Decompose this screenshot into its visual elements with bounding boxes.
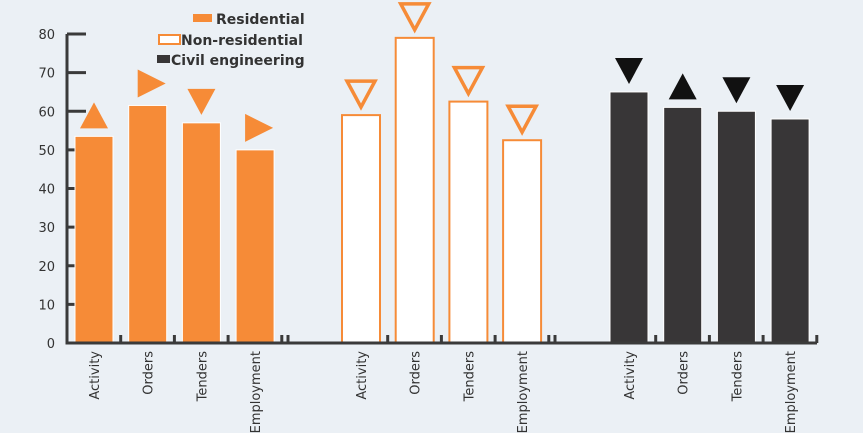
bar-non-residential-orders — [394, 36, 435, 345]
category-label: Orders — [409, 351, 424, 395]
y-tick-label: 50 — [38, 144, 55, 159]
category-label: Activity — [623, 351, 638, 400]
trend-arrow-down-icon — [397, 2, 432, 34]
bar-residential-employment — [235, 149, 275, 344]
trend-arrow-right-icon — [137, 69, 166, 98]
legend-label: Residential — [216, 12, 305, 28]
trend-arrow-right-icon — [245, 113, 274, 142]
bar-residential-tenders — [181, 122, 221, 344]
bar-residential-activity — [74, 135, 114, 344]
y-tick-label: 10 — [38, 298, 55, 313]
trend-arrow-down-icon — [505, 104, 540, 136]
legend-label: Non-residential — [181, 33, 303, 49]
trend-markers — [80, 2, 805, 142]
y-tick-label: 0 — [47, 337, 55, 352]
trend-arrow-down-icon — [344, 79, 378, 111]
category-label: Tenders — [730, 351, 745, 403]
legend-label: Civil engineering — [171, 53, 305, 69]
y-tick-label: 80 — [38, 28, 55, 43]
category-label: Employment — [249, 351, 264, 433]
trend-arrow-down-icon — [776, 84, 805, 111]
category-label: Orders — [142, 351, 157, 395]
trend-arrow-down-icon — [722, 77, 751, 104]
category-label: Employment — [784, 351, 799, 433]
trend-arrow-up-icon — [668, 73, 697, 100]
y-tick-label: 20 — [38, 260, 55, 275]
category-label: Activity — [355, 351, 370, 400]
bar-civil-engineering-orders — [663, 106, 703, 344]
trend-arrow-down-icon — [187, 88, 216, 115]
legend-item: Non-residential — [158, 33, 303, 49]
x-axis: Activity Orders Tenders Employment Activity O… — [65, 335, 819, 433]
legend-swatch — [157, 55, 170, 63]
legend-item: Residential — [193, 12, 305, 28]
legend: Residential Non-residential Civil engineer… — [157, 12, 305, 69]
bar-non-residential-activity — [341, 114, 381, 344]
legend-swatch — [158, 34, 181, 45]
category-label: Tenders — [462, 351, 477, 403]
legend-swatch — [193, 14, 212, 22]
trend-arrow-up-icon — [80, 102, 108, 129]
y-tick-label: 60 — [38, 105, 55, 120]
y-tick-label: 70 — [38, 67, 55, 82]
y-tick-label: 40 — [38, 183, 55, 198]
bar-non-residential-tenders — [448, 100, 489, 344]
trend-arrow-down-icon — [615, 57, 643, 84]
category-label: Employment — [516, 351, 531, 433]
bar-non-residential-employment — [502, 139, 543, 344]
category-label: Orders — [677, 351, 692, 395]
trend-arrow-down-icon — [451, 65, 486, 98]
category-label: Activity — [88, 351, 103, 400]
category-label: Tenders — [195, 351, 210, 403]
bars — [74, 36, 810, 345]
bar-residential-orders — [128, 104, 168, 344]
legend-item: Civil engineering — [157, 53, 305, 69]
bar-civil-engineering-activity — [609, 91, 649, 344]
bar-civil-engineering-tenders — [716, 110, 756, 344]
bar-civil-engineering-employment — [770, 118, 810, 344]
y-tick-label: 30 — [38, 221, 55, 236]
